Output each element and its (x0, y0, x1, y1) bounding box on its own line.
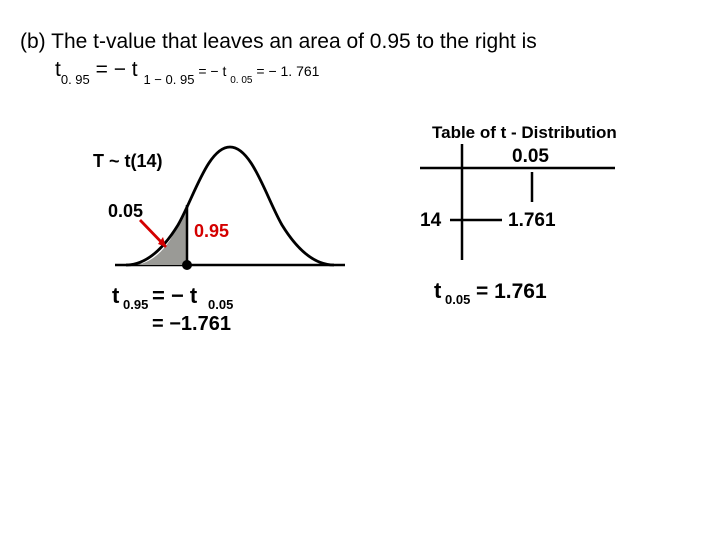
left-area-label: 0.05 (108, 201, 143, 221)
below-eq-line2: = −1.761 (152, 313, 231, 335)
equation-header: t0. 95 = − t 1 − 0. 95 = − t 0. 05 = − 1… (55, 58, 319, 84)
eq-t: t (55, 58, 61, 81)
col-header: 0.05 (512, 146, 549, 167)
eq-eq-t005: = − t (194, 63, 230, 79)
below-eq-t1: t (112, 283, 120, 308)
shaded-tail (137, 205, 187, 265)
critical-dot (182, 260, 192, 270)
result-eq: = 1.761 (476, 280, 547, 303)
table-title: Table of t - Distribution (432, 123, 617, 142)
below-eq-sub1: 0.95 (123, 297, 148, 312)
cell-value: 1.761 (508, 210, 556, 231)
eq-minus-t: = − t (90, 58, 144, 81)
result-sub: 0.05 (445, 292, 470, 307)
below-eq-sub2: 0.05 (208, 297, 233, 312)
eq-sub-005: 0. 05 (230, 75, 252, 86)
result-t: t (434, 278, 442, 303)
eq-result: = − 1. 761 (253, 63, 320, 79)
below-eq-mid: = − t (152, 283, 198, 308)
row-header: 14 (420, 210, 442, 231)
eq-sub-095: 0. 95 (61, 72, 90, 87)
eq-sub-1minus095: 1 − 0. 95 (143, 72, 194, 87)
dist-label: T ~ t(14) (93, 151, 163, 171)
problem-statement: (b) The t-value that leaves an area of 0… (20, 30, 537, 54)
right-area-label: 0.95 (194, 221, 229, 241)
t-distribution-figure: T ~ t(14) 0.05 0.95 t 0.95 = − t 0.05 = … (90, 125, 360, 360)
curve-svg: T ~ t(14) 0.05 0.95 t 0.95 = − t 0.05 = … (90, 125, 360, 355)
t-table-figure: Table of t - Distribution 0.05 14 1.761 … (390, 120, 640, 335)
table-svg: Table of t - Distribution 0.05 14 1.761 … (390, 120, 640, 330)
